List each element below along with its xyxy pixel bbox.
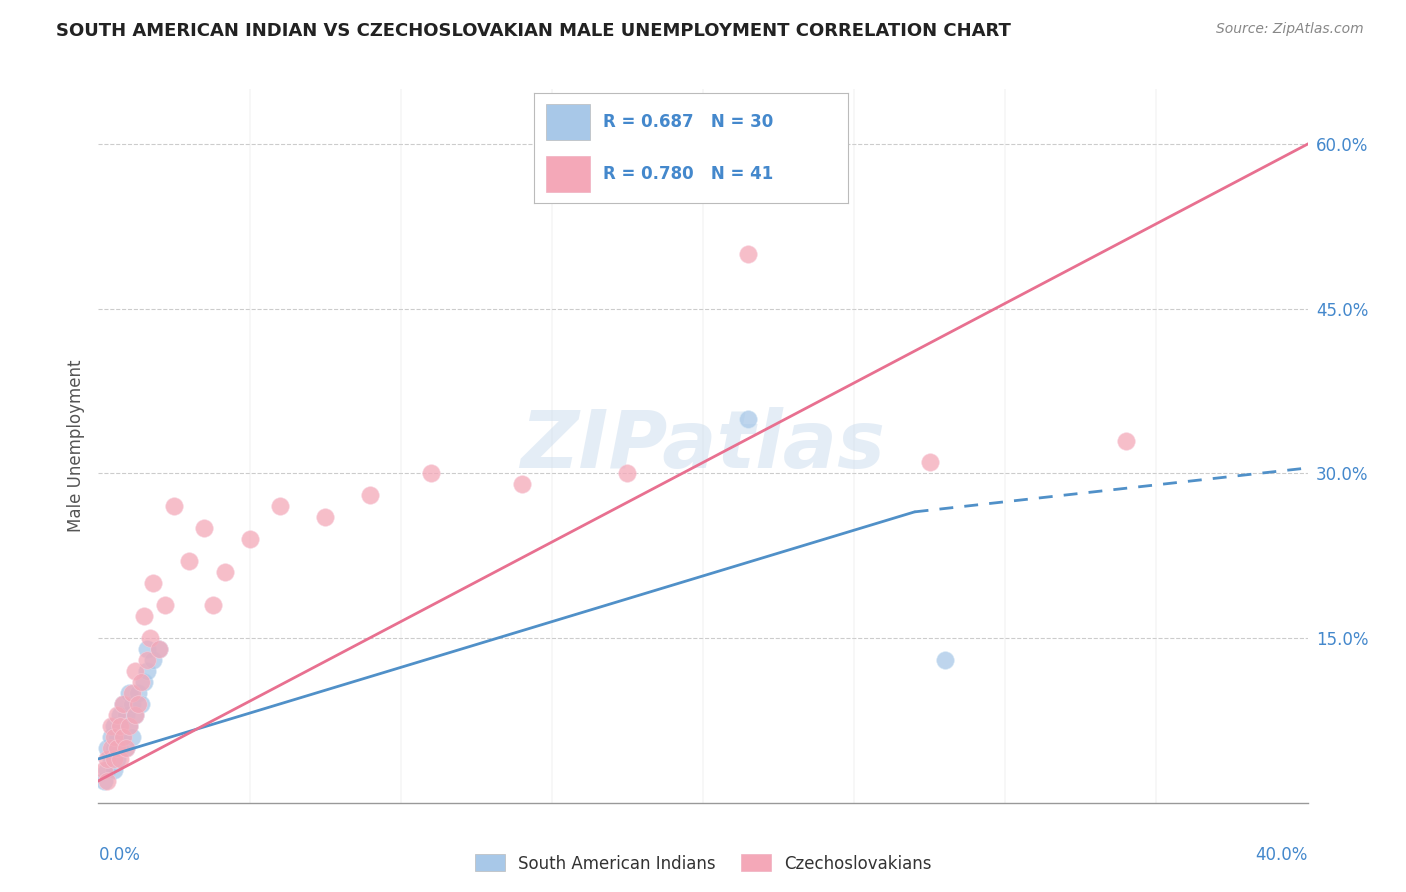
Point	[148, 642, 170, 657]
Text: Source: ZipAtlas.com: Source: ZipAtlas.com	[1216, 22, 1364, 37]
Point	[103, 730, 125, 744]
Point	[103, 763, 125, 777]
Point	[737, 247, 759, 261]
Point	[202, 598, 225, 612]
Point	[114, 740, 136, 755]
Point	[100, 752, 122, 766]
Point	[105, 730, 128, 744]
Point	[419, 467, 441, 481]
Point	[108, 708, 131, 723]
Point	[124, 708, 146, 723]
Point	[93, 763, 115, 777]
Point	[105, 752, 128, 766]
Point	[918, 455, 941, 469]
Point	[127, 697, 149, 711]
Point	[121, 730, 143, 744]
Point	[108, 719, 131, 733]
Legend: South American Indians, Czechoslovakians: South American Indians, Czechoslovakians	[468, 847, 938, 880]
Point	[269, 500, 291, 514]
Point	[111, 730, 134, 744]
Point	[616, 467, 638, 481]
Point	[103, 752, 125, 766]
Point	[127, 686, 149, 700]
Point	[737, 411, 759, 425]
Point	[96, 763, 118, 777]
Point	[105, 740, 128, 755]
Point	[96, 752, 118, 766]
Point	[124, 708, 146, 723]
Point	[142, 576, 165, 591]
Point	[142, 653, 165, 667]
Point	[118, 719, 141, 733]
Point	[239, 533, 262, 547]
Point	[934, 653, 956, 667]
Point	[111, 697, 134, 711]
Point	[135, 653, 157, 667]
Point	[214, 566, 236, 580]
Text: ZIPatlas: ZIPatlas	[520, 407, 886, 485]
Point	[118, 719, 141, 733]
Point	[1115, 434, 1137, 448]
Point	[314, 510, 336, 524]
Point	[103, 719, 125, 733]
Text: 0.0%: 0.0%	[98, 846, 141, 863]
Text: 40.0%: 40.0%	[1256, 846, 1308, 863]
Point	[96, 740, 118, 755]
Point	[100, 740, 122, 755]
Point	[93, 773, 115, 788]
Point	[153, 598, 176, 612]
Point	[114, 740, 136, 755]
Point	[129, 697, 152, 711]
Point	[108, 740, 131, 755]
Point	[132, 609, 155, 624]
Point	[121, 686, 143, 700]
Point	[193, 521, 215, 535]
Text: SOUTH AMERICAN INDIAN VS CZECHOSLOVAKIAN MALE UNEMPLOYMENT CORRELATION CHART: SOUTH AMERICAN INDIAN VS CZECHOSLOVAKIAN…	[56, 22, 1011, 40]
Point	[105, 708, 128, 723]
Point	[124, 664, 146, 678]
Point	[114, 708, 136, 723]
Point	[103, 740, 125, 755]
Point	[163, 500, 186, 514]
Point	[100, 719, 122, 733]
Point	[100, 730, 122, 744]
Point	[118, 686, 141, 700]
Point	[96, 773, 118, 788]
Point	[135, 642, 157, 657]
Point	[121, 697, 143, 711]
Point	[135, 664, 157, 678]
Point	[139, 631, 162, 645]
Point	[111, 730, 134, 744]
Point	[111, 697, 134, 711]
Point	[510, 477, 533, 491]
Y-axis label: Male Unemployment: Male Unemployment	[66, 359, 84, 533]
Point	[132, 675, 155, 690]
Point	[177, 554, 201, 568]
Point	[148, 642, 170, 657]
Point	[129, 675, 152, 690]
Point	[108, 752, 131, 766]
Point	[360, 488, 382, 502]
